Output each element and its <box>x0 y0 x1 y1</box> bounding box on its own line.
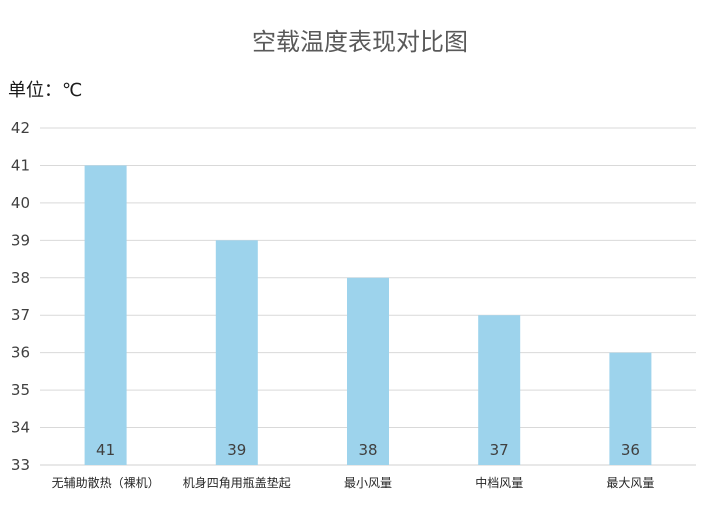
bar-4 <box>478 315 521 465</box>
y-tick-label: 38 <box>11 269 30 287</box>
y-tick-label: 37 <box>11 306 30 324</box>
bar-value-label: 38 <box>358 441 377 459</box>
bar-value-label: 36 <box>621 441 640 459</box>
y-tick-label: 40 <box>11 194 30 212</box>
bar-5 <box>609 352 652 465</box>
unit-label: 单位：℃ <box>8 80 83 101</box>
bar-3 <box>347 277 389 465</box>
y-tick-label: 34 <box>11 419 30 437</box>
y-tick-label: 35 <box>11 381 30 399</box>
bar-value-label: 39 <box>227 441 246 459</box>
x-category-label: 中档风量 <box>475 475 523 490</box>
y-tick-label: 41 <box>11 156 30 174</box>
x-axis-categories: 无辅助散热（裸机） 机身四角用瓶盖垫起 最小风量 中档风量 最大风量 <box>52 475 655 490</box>
chart-title: 空载温度表现对比图 <box>252 28 468 56</box>
y-axis-ticks: 33 34 35 36 37 38 39 40 41 42 <box>11 119 30 474</box>
x-category-label: 无辅助散热（裸机） <box>52 475 160 490</box>
bar-1 <box>84 165 127 465</box>
x-category-label: 机身四角用瓶盖垫起 <box>183 475 291 490</box>
x-category-label: 最小风量 <box>344 476 392 490</box>
x-category-label: 最大风量 <box>606 476 654 490</box>
bar-value-label: 41 <box>96 441 115 459</box>
bars <box>84 165 652 465</box>
y-tick-label: 36 <box>11 344 30 362</box>
y-tick-label: 39 <box>11 231 30 249</box>
y-tick-label: 33 <box>11 456 30 474</box>
bar-value-label: 37 <box>490 441 509 459</box>
bar-2 <box>215 240 258 465</box>
y-tick-label: 42 <box>11 119 30 137</box>
data-labels: 41 39 38 37 36 <box>96 441 640 459</box>
